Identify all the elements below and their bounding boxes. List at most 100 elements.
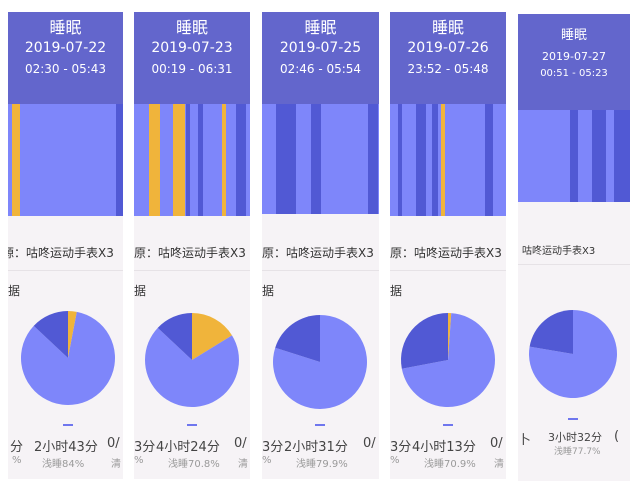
deep-slice — [529, 310, 573, 354]
deep-sleep-segment — [432, 104, 438, 216]
legend-dash — [187, 424, 197, 426]
stat-left: 3分 — [262, 440, 284, 455]
sleep-pie-chart — [145, 313, 239, 407]
deep-sleep-segment — [276, 104, 296, 214]
light-slice — [401, 313, 495, 407]
sub-left: % — [262, 455, 272, 466]
sub-left: % — [390, 455, 400, 466]
legend-dash — [568, 418, 578, 420]
sleep-panel: 睡眠 2019-07-23 00:19 - 06:31 原：咕咚运动手表X3 据 3分 4小… — [134, 12, 250, 479]
deep-slice — [157, 313, 192, 360]
sleep-title: 睡眠 — [560, 28, 587, 43]
device-source: 咕咚运动手表X3 — [522, 246, 596, 257]
sub-center: 浅睡79.9% — [296, 459, 348, 470]
stat-left: 3分 — [390, 440, 412, 455]
awake-segment — [441, 104, 445, 216]
sleep-time-range: 00:51 - 05:23 — [540, 68, 608, 79]
sleep-date: 2019-07-22 — [24, 40, 107, 56]
awake-segment — [222, 104, 226, 216]
divider — [390, 270, 506, 271]
sleep-pie-chart — [20, 311, 115, 405]
deep-slice — [275, 315, 320, 362]
awake-slice — [448, 313, 452, 360]
sleep-pie-chart — [273, 315, 367, 409]
deep-sleep-segment — [614, 110, 630, 202]
sleep-pie-chart — [401, 313, 495, 407]
sleep-title: 睡眠 — [175, 18, 208, 37]
awake-segment — [149, 104, 160, 216]
sleep-header: 睡眠 2019-07-23 00:19 - 06:31 — [134, 12, 250, 104]
divider — [134, 270, 250, 271]
section-label: 据 — [8, 284, 21, 298]
stat-right: 0/ — [107, 436, 120, 451]
sub-right: 清 — [494, 459, 504, 470]
sleep-panel: 睡眠 2019-07-27 00:51 - 05:23 咕咚运动手表X3 卜 3小时32分… — [518, 14, 630, 481]
sleep-header: 睡眠 2019-07-25 02:46 - 05:54 — [262, 12, 379, 104]
sleep-header: 睡眠 2019-07-27 00:51 - 05:23 — [518, 14, 630, 110]
device-source: 源：咕咚运动手表X3 — [8, 246, 114, 260]
stat-center: 4小时13分 — [412, 440, 476, 455]
deep-sleep-segment — [198, 104, 203, 216]
sleep-panel: 睡眠 2019-07-25 02:46 - 05:54 原：咕咚运动手表X3 据 3分 2小… — [262, 12, 379, 479]
stat-right: 0/ — [234, 436, 247, 451]
stat-center: 3小时32分 — [548, 431, 602, 444]
sleep-time-range: 23:52 - 05:48 — [407, 62, 489, 76]
light-slice — [145, 327, 239, 407]
legend-dash — [63, 424, 73, 426]
sleep-date: 2019-07-27 — [542, 50, 606, 63]
sleep-time-range: 00:19 - 06:31 — [151, 62, 233, 76]
light-slice — [20, 311, 115, 405]
divider — [262, 270, 379, 271]
divider — [518, 264, 630, 265]
deep-sleep-segment — [186, 104, 190, 216]
legend-dash — [443, 424, 453, 426]
deep-sleep-segment — [311, 104, 321, 214]
device-source: 原：咕咚运动手表X3 — [262, 246, 374, 260]
deep-sleep-segment — [368, 104, 378, 214]
deep-sleep-segment — [236, 104, 246, 216]
section-label: 据 — [262, 284, 275, 298]
deep-sleep-segment — [592, 110, 606, 202]
sleep-pie-chart — [529, 310, 617, 398]
device-source: 原：咕咚运动手表X3 — [134, 246, 246, 260]
sleep-timeline — [518, 110, 630, 202]
stat-center: 2小时43分 — [34, 440, 98, 455]
sub-center: 浅睡77.7% — [554, 447, 601, 457]
stat-right: ( — [614, 429, 620, 444]
sub-center: 浅睡70.9% — [424, 459, 476, 470]
sub-center: 浅睡70.8% — [168, 459, 220, 470]
sleep-title: 睡眠 — [49, 18, 82, 37]
stat-left: 卜 — [518, 433, 532, 448]
deep-sleep-segment — [485, 104, 493, 216]
sub-right: 清 — [238, 459, 248, 470]
deep-slice — [401, 313, 448, 369]
sub-right: 清 — [111, 459, 121, 470]
sleep-date: 2019-07-23 — [151, 40, 233, 56]
awake-slice — [192, 313, 232, 360]
stat-center: 2小时31分 — [284, 440, 348, 455]
sleep-time-range: 02:46 - 05:54 — [279, 62, 362, 76]
section-label: 据 — [390, 284, 403, 298]
awake-segment — [12, 104, 20, 216]
sleep-date: 2019-07-26 — [407, 40, 489, 56]
sleep-title: 睡眠 — [431, 18, 464, 37]
sleep-header: 睡眠 2019-07-22 02:30 - 05:43 — [8, 12, 123, 104]
stat-center: 4小时24分 — [156, 440, 220, 455]
deep-sleep-segment — [416, 104, 426, 216]
sleep-header: 睡眠 2019-07-26 23:52 - 05:48 — [390, 12, 506, 104]
sleep-panel: 睡眠 2019-07-26 23:52 - 05:48 原：咕咚运动手表X3 据 3分 4小… — [390, 12, 506, 479]
stat-right: 0/ — [363, 436, 376, 451]
awake-segment — [173, 104, 185, 216]
sleep-panel: 睡眠 2019-07-22 02:30 - 05:43 源：咕咚运动手表X3 据分 2小时… — [8, 12, 123, 479]
sleep-time-range: 02:30 - 05:43 — [24, 62, 107, 76]
sub-left: % — [12, 455, 22, 466]
deep-slice — [33, 311, 68, 358]
section-label: 据 — [134, 284, 147, 298]
sleep-timeline — [390, 104, 506, 216]
stat-left: 3分 — [134, 440, 156, 455]
divider — [8, 270, 123, 271]
sub-left: % — [134, 455, 144, 466]
sleep-timeline — [8, 104, 123, 216]
sleep-title: 睡眠 — [304, 18, 337, 37]
stat-right: 0/ — [490, 436, 503, 451]
